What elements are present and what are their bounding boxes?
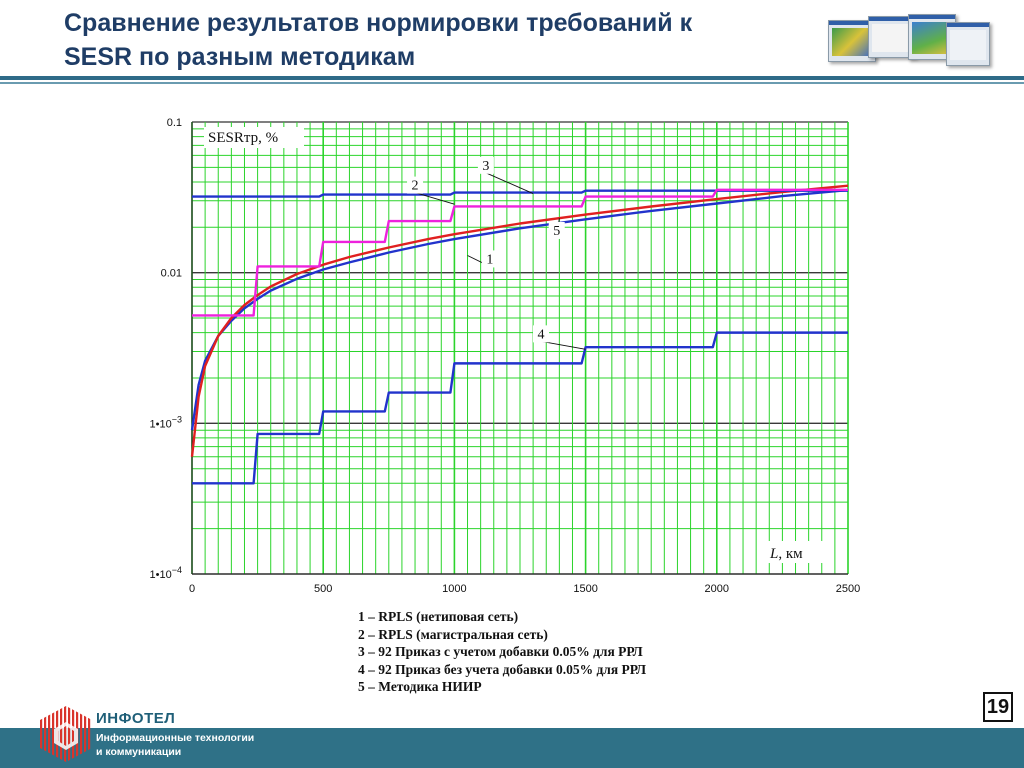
annotation-leader [485,172,534,194]
x-axis-label-unit: , км [778,546,803,562]
legend-item: 5 – Методика НИИР [358,679,482,694]
x-tick-labels: 0 500 1000 1500 2000 2500 [189,583,860,595]
annotation-background [477,156,494,174]
series-lines [190,184,849,485]
legend-item: 3 – 92 Приказ с учетом добавки 0.05% для… [358,644,643,659]
y-tick-label: 1•10−4 [150,565,182,581]
y-tick-labels: 0.1 0.01 1•10−3 1•10−4 [150,117,182,581]
legend-item: 2 – RPLS (магистральная сеть) [358,626,548,642]
series-line-3 [192,189,848,198]
annotation-label-4: 4 [537,327,544,342]
screenshot-thumbnails-icon [828,14,990,68]
footer-bar [0,728,1024,768]
legend-item: 1 – RPLS (нетиповая сеть) [358,609,519,624]
x-axis-label-variable: L [769,546,778,562]
x-tick-label: 500 [314,583,332,595]
annotation-background [481,250,498,268]
infotel-logo-icon [40,706,92,762]
annotation-background [407,176,424,194]
tagline-line-1: Информационные технологии [96,732,255,744]
x-axis-label: L, км [769,546,803,562]
slide-title: Сравнение результатов нормировки требова… [64,6,824,74]
sesr-chart: 0.1 0.01 1•10−3 1•10−4 0 500 1000 1500 2000 2500… [150,117,861,595]
thumbnail-window-icon [946,22,990,66]
brand-name: ИНФОТЕЛ [96,710,176,727]
title-line-2: SESR по разным методикам [64,43,416,71]
y-tick-label: 0.1 [167,117,182,129]
annotation-background [532,325,549,343]
x-tick-label: 2000 [705,583,729,595]
annotation-background [548,221,565,239]
chart-legend: 1 – RPLS (нетиповая сеть) 2 – RPLS (маги… [358,608,778,696]
x-tick-label: 0 [189,583,195,595]
legend-item: 4 – 92 Приказ без учета добавки 0.05% дл… [358,661,647,677]
curve-annotations: 1 2 3 4 5 [407,156,586,350]
y-axis-label-background [204,127,304,148]
x-tick-label: 2500 [836,583,860,595]
x-axis-label-background [766,541,826,563]
title-line-1: Сравнение результатов нормировки требова… [64,9,693,37]
tagline-line-2: и коммуникации [96,746,182,758]
page-number: 19 [983,692,1013,722]
annotation-label-1: 1 [486,252,493,267]
series-line-5 [192,188,848,317]
y-axis-label: SESRтр, % [208,130,278,146]
brand-tagline: Информационные технологии и коммуникации [96,731,254,759]
annotation-label-5: 5 [553,224,560,239]
header-divider [0,76,1024,80]
x-tick-label: 1500 [573,583,597,595]
header-divider-thin [0,82,1024,84]
y-tick-label: 1•10−3 [150,414,182,430]
annotation-leader [540,340,586,350]
x-tick-label: 1000 [442,583,466,595]
annotation-label-3: 3 [482,159,489,174]
series-line-2 [190,184,849,457]
annotation-leader [414,192,455,205]
y-tick-label: 0.01 [161,268,182,280]
series-line-4 [192,331,848,485]
annotation-label-2: 2 [412,179,419,194]
